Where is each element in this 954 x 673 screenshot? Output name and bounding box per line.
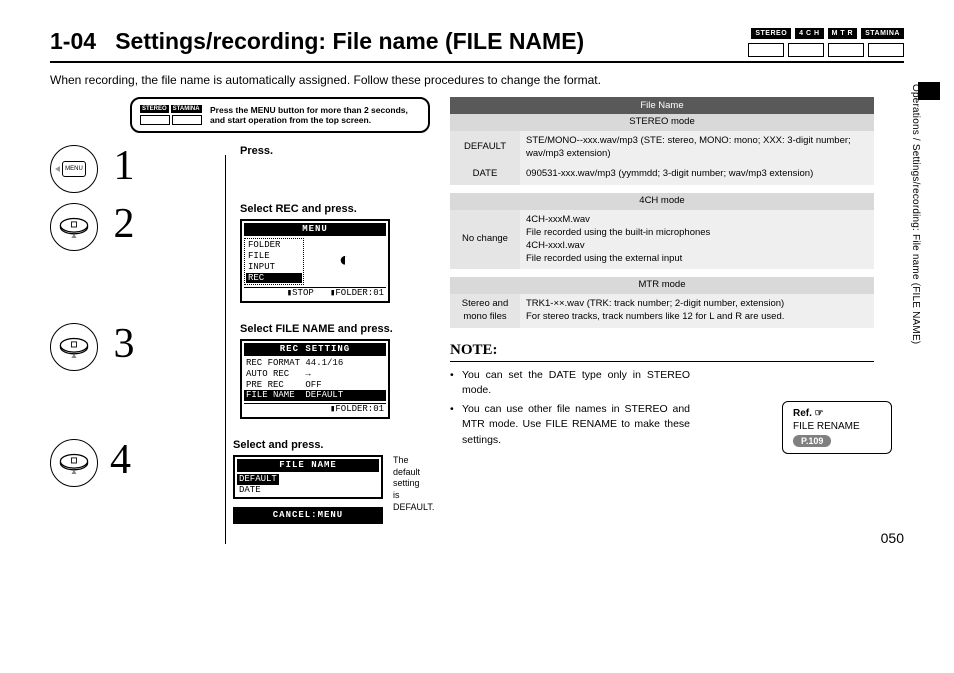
step-number: 2: [110, 203, 138, 245]
mode-icon: [788, 43, 824, 57]
lcd-row-selected: DEFAULT: [237, 474, 279, 485]
lcd-screen: FILE NAME DEFAULT DATE: [233, 455, 383, 499]
tip-icon: [140, 115, 170, 125]
note-item: You can use other file names in STEREO a…: [462, 402, 690, 448]
menu-label: MENU: [62, 161, 86, 177]
ref-page: P.109: [793, 435, 831, 447]
lcd-row: PRE REC OFF: [244, 380, 386, 391]
table-header: File Name: [450, 97, 874, 114]
lcd-row: FILE: [246, 251, 302, 262]
table-label: No change: [450, 210, 520, 269]
page-title: Settings/recording: File name (FILE NAME…: [115, 28, 584, 54]
menu-button-icon: MENU: [50, 145, 98, 193]
step-label: Select FILE NAME and press.: [240, 323, 430, 335]
lcd-title: FILE NAME: [237, 459, 379, 472]
badge-mtr: M T R: [828, 28, 858, 39]
dial-icon: [50, 323, 98, 371]
table-cell: 090531-xxx.wav/mp3 (yymmdd; 3-digit numb…: [520, 164, 874, 185]
step-number: 1: [110, 145, 138, 187]
table-label: DATE: [450, 164, 520, 185]
badge-4ch: 4 C H: [795, 28, 823, 39]
side-marker: [918, 82, 940, 100]
ref-title: Ref. ☞: [793, 408, 881, 419]
lcd-row: INPUT: [246, 262, 302, 273]
mode-icon: [828, 43, 864, 57]
step-number: 4: [110, 439, 131, 481]
lcd-footer: ▮FOLDER:01: [244, 403, 386, 415]
mode-icon: [748, 43, 784, 57]
filename-table: File Name STEREO mode DEFAULT STE/MONO--…: [450, 97, 874, 185]
table-cell: TRK1-××.wav (TRK: track number; 2-digit …: [520, 294, 874, 328]
step-label: Select and press.: [233, 439, 434, 451]
section-number: 1-04: [50, 28, 96, 54]
table-label: DEFAULT: [450, 131, 520, 165]
dial-icon: [50, 439, 98, 487]
lcd-cancel: CANCEL:MENU: [235, 509, 381, 522]
mtr-table: MTR mode Stereo and mono files TRK1-××.w…: [450, 277, 874, 327]
table-subheader: 4CH mode: [450, 193, 874, 210]
dial-icon: [50, 203, 98, 251]
lcd-row: AUTO REC →: [244, 369, 386, 380]
lcd-cancel-bar: CANCEL:MENU: [233, 507, 383, 524]
lcd-row-selected: REC: [246, 273, 302, 284]
lcd-title: REC SETTING: [244, 343, 386, 356]
lcd-row: FOLDER: [246, 240, 302, 251]
lcd-row-selected: FILE NAME DEFAULT: [244, 390, 386, 401]
page-number: 050: [881, 530, 904, 546]
table-cell: STE/MONO--xxx.wav/mp3 (STE: stereo, MONO…: [520, 131, 874, 165]
tip-badge: STEREO: [140, 105, 169, 113]
badge-stamina: STAMINA: [861, 28, 904, 39]
lcd-row: REC FORMAT 44.1/16: [244, 358, 386, 369]
lcd-screen: REC SETTING REC FORMAT 44.1/16 AUTO REC …: [240, 339, 390, 419]
step-caption: The default setting is DEFAULT.: [393, 455, 434, 513]
4ch-table: 4CH mode No change 4CH-xxxM.wav File rec…: [450, 193, 874, 269]
lcd-screen: MENU FOLDER FILE INPUT REC ◐ ▮STOP ▮FOLD…: [240, 219, 390, 303]
intro-text: When recording, the file name is automat…: [50, 73, 904, 87]
tip-text: Press the MENU button for more than 2 se…: [210, 105, 420, 125]
side-tab: Operations / Settings/recording: File na…: [910, 82, 926, 542]
lcd-row: DATE: [237, 485, 379, 496]
step-3: 3 Select FILE NAME and press. REC SETTIN…: [50, 323, 430, 423]
note-item: You can set the DATE type only in STEREO…: [462, 368, 690, 398]
lcd-footer: ▮STOP ▮FOLDER:01: [244, 287, 386, 299]
page-header: 1-04 Settings/recording: File name (FILE…: [50, 28, 904, 63]
table-subheader: STEREO mode: [450, 114, 874, 131]
tip-box: STEREO STAMINA Press the MENU button for…: [130, 97, 430, 133]
note-heading: NOTE:: [450, 342, 874, 362]
step-label: Select REC and press.: [240, 203, 430, 215]
step-1: MENU 1 Press.: [50, 145, 430, 187]
tip-icon: [172, 115, 202, 125]
ref-link: FILE RENAME: [793, 421, 881, 432]
ref-box: Ref. ☞ FILE RENAME P.109: [782, 401, 892, 454]
table-cell: 4CH-xxxM.wav File recorded using the bui…: [520, 210, 874, 269]
step-number: 3: [110, 323, 138, 365]
mode-icon: [868, 43, 904, 57]
badge-stereo: STEREO: [751, 28, 791, 39]
tip-badge: STAMINA: [171, 105, 202, 113]
lcd-title: MENU: [244, 223, 386, 236]
side-text: Operations / Settings/recording: File na…: [910, 82, 921, 344]
table-label: Stereo and mono files: [450, 294, 520, 328]
note-list: You can set the DATE type only in STEREO…: [450, 368, 690, 448]
mode-badges: STEREO 4 C H M T R STAMINA: [748, 28, 904, 57]
table-subheader: MTR mode: [450, 277, 874, 294]
step-4: 4 Select and press. FILE NAME DEFAULT DA…: [50, 439, 430, 528]
step-2: 2 Select REC and press. MENU FOLDER FILE…: [50, 203, 430, 307]
step-label: Press.: [240, 145, 430, 157]
